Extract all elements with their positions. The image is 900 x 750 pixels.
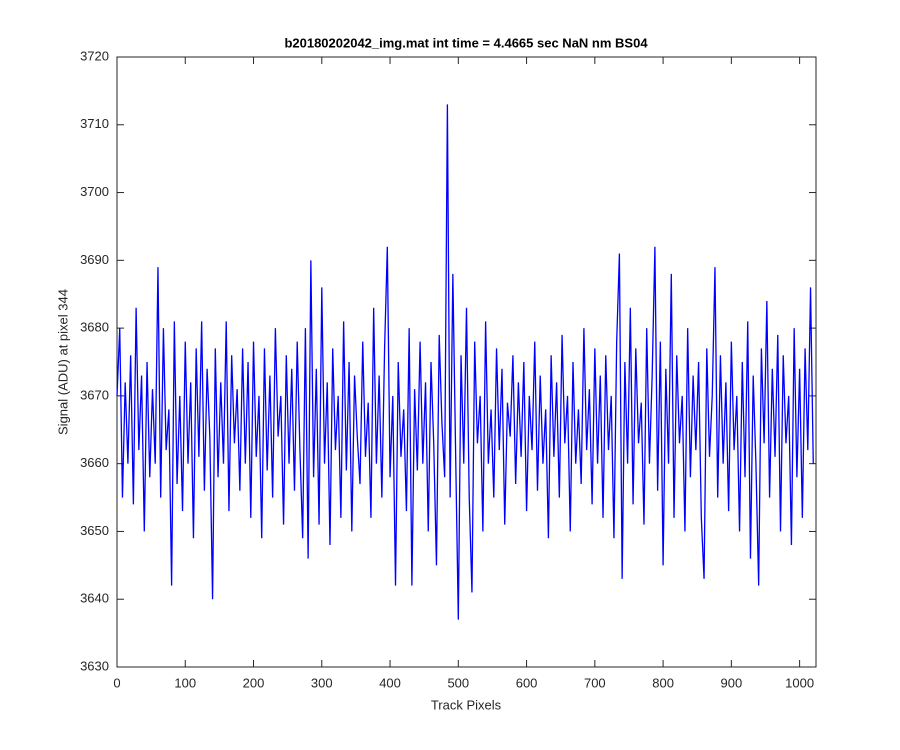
y-tick-label: 3630 bbox=[80, 658, 109, 673]
x-axis-label: Track Pixels bbox=[431, 697, 502, 712]
x-tick-label: 700 bbox=[584, 675, 606, 690]
plot-box bbox=[116, 56, 817, 668]
x-tick-label: 200 bbox=[243, 675, 265, 690]
data-line bbox=[116, 104, 814, 620]
x-tick-label: 1000 bbox=[785, 675, 814, 690]
chart-title: b20180202042_img.mat int time = 4.4665 s… bbox=[284, 35, 648, 50]
x-tick-label: 600 bbox=[516, 675, 538, 690]
y-tick-label: 3720 bbox=[80, 48, 109, 63]
y-tick-label: 3660 bbox=[80, 455, 109, 470]
y-tick-label: 3680 bbox=[80, 320, 109, 335]
x-tick-label: 300 bbox=[311, 675, 333, 690]
y-tick-label: 3640 bbox=[80, 591, 109, 606]
x-tick-label: 0 bbox=[113, 675, 120, 690]
y-axis-label: Signal (ADU) at pixel 344 bbox=[55, 289, 70, 435]
x-tick-label: 400 bbox=[379, 675, 401, 690]
x-tick-label: 800 bbox=[652, 675, 674, 690]
y-tick-label: 3700 bbox=[80, 184, 109, 199]
x-tick-label: 100 bbox=[174, 675, 196, 690]
x-tick-label: 900 bbox=[721, 675, 743, 690]
y-tick-label: 3670 bbox=[80, 387, 109, 402]
y-tick-label: 3710 bbox=[80, 116, 109, 131]
y-tick-label: 3690 bbox=[80, 252, 109, 267]
x-tick-label: 500 bbox=[447, 675, 469, 690]
y-tick-label: 3650 bbox=[80, 523, 109, 538]
